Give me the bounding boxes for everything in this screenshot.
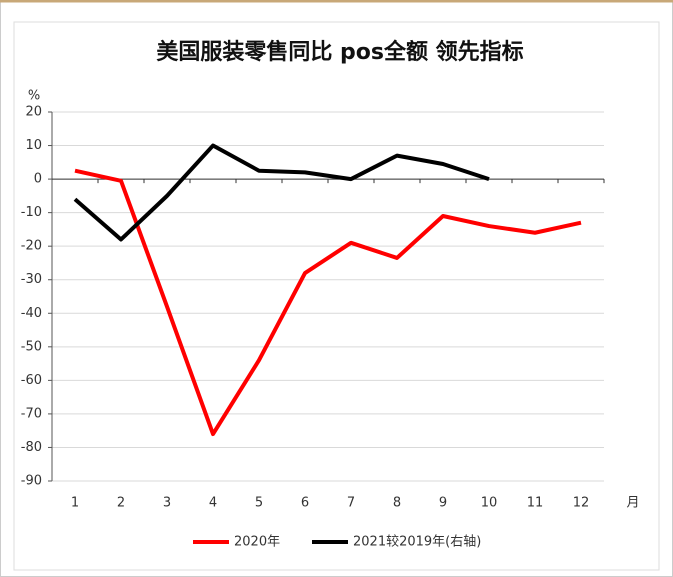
y-tick-label: -40 [21,306,42,321]
y-tick-label: -70 [21,406,42,421]
y-tick-label: -90 [21,474,42,489]
legend-label: 2021较2019年(右轴) [353,535,481,550]
y-tick-label: -30 [21,272,42,287]
x-tick-label: 4 [209,496,217,511]
y-tick-label: -20 [21,239,42,254]
series-line [74,168,582,437]
x-tick-label: 1 [71,496,79,511]
x-tick-label: 3 [163,496,171,511]
y-tick-label: -60 [21,373,42,388]
x-tick-label: 10 [481,496,498,511]
y-tick-label: 0 [34,172,42,187]
legend-label: 2020年 [234,535,280,550]
x-tick-label: 6 [301,496,309,511]
x-tick-label: 12 [573,496,590,511]
y-axis-label: % [28,89,40,104]
x-tick-label: 2 [117,496,125,511]
y-tick-label: -10 [21,205,42,220]
y-tick-label: -50 [21,339,42,354]
x-tick-label: 11 [527,496,544,511]
y-tick-label: 10 [25,138,42,153]
y-tick-label: -80 [21,440,42,455]
x-tick-label: 8 [393,496,401,511]
y-tick-label: 20 [25,105,42,120]
chart-title: 美国服装零售同比 pos全额 领先指标 [156,39,523,65]
x-tick-label: 7 [347,496,355,511]
x-tick-label: 5 [255,496,263,511]
x-axis-label: 月 [626,496,639,511]
series-line [73,143,490,242]
chart-border [13,21,660,571]
x-tick-label: 9 [439,496,447,511]
